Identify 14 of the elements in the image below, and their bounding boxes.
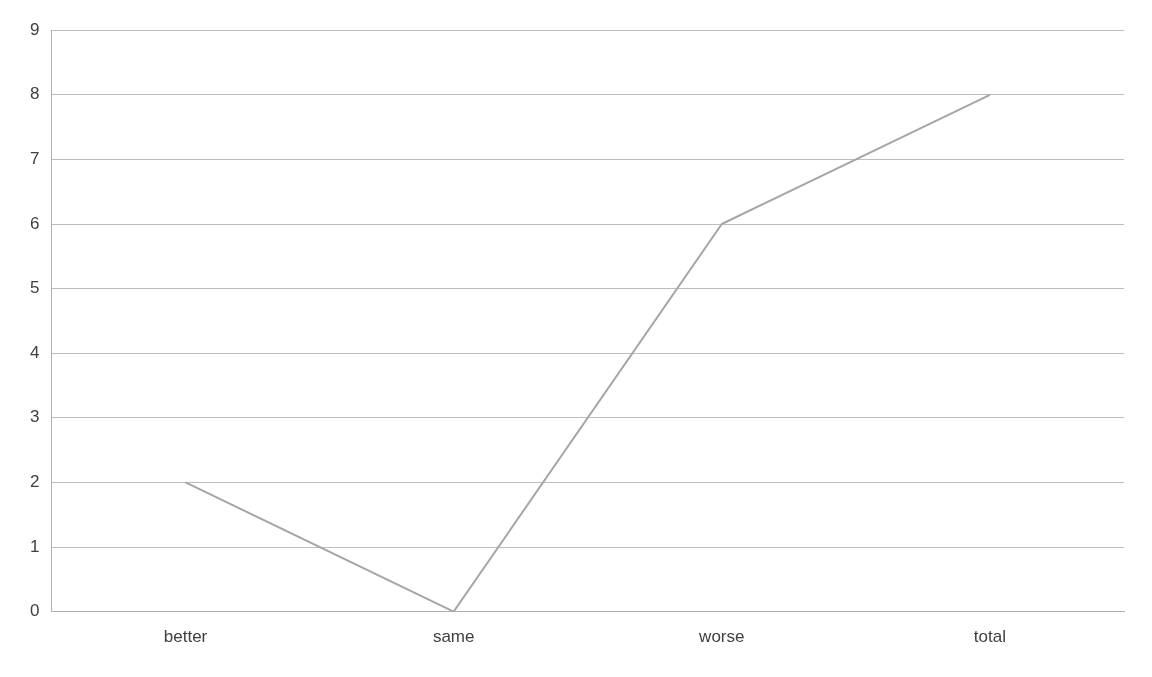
y-tick-label: 6 (29, 213, 40, 233)
y-tick-label: 0 (29, 601, 40, 621)
y-tick-label: 3 (29, 407, 40, 427)
y-tick-label: 7 (29, 149, 40, 169)
x-tick-label: total (973, 627, 1006, 647)
y-tick-label: 8 (29, 84, 40, 104)
y-tick-label: 9 (29, 19, 40, 39)
x-tick-label: better (163, 627, 208, 647)
y-tick-label: 4 (29, 342, 40, 362)
x-tick-label: same (432, 627, 475, 647)
x-tick-label: worse (698, 627, 745, 647)
y-tick-label: 2 (29, 472, 40, 492)
y-tick-label: 5 (29, 278, 40, 298)
y-tick-label: 1 (29, 536, 40, 556)
